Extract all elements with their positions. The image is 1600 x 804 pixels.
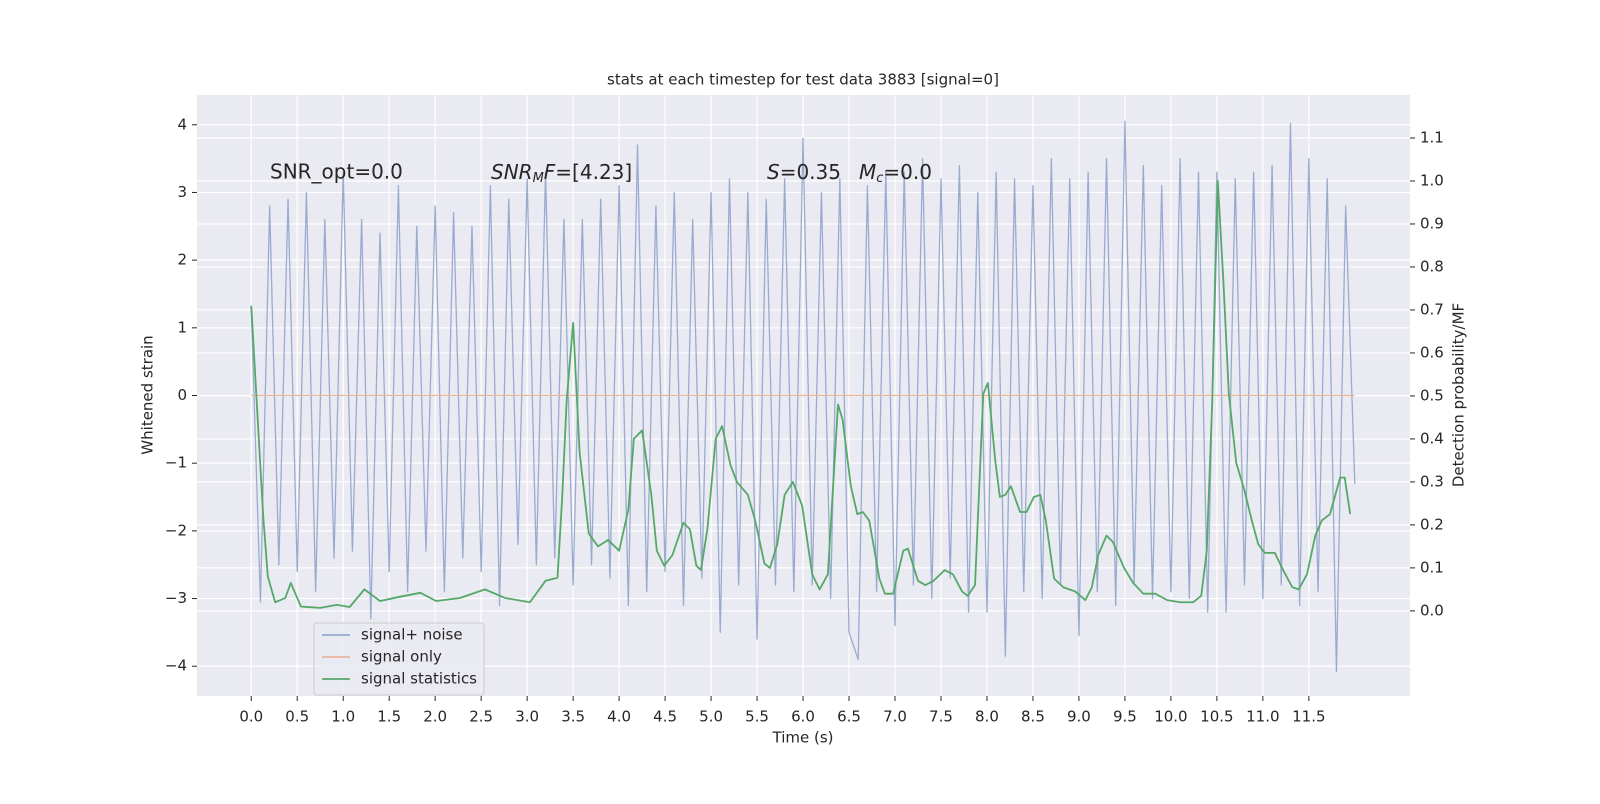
annotation-part: =[4.23] bbox=[555, 160, 632, 184]
x-tick-label: 4.5 bbox=[653, 708, 677, 726]
x-tick-label: 8.0 bbox=[975, 708, 999, 726]
y-axis-label: Whitened strain bbox=[139, 335, 157, 454]
annotation-part: M bbox=[859, 160, 876, 184]
x-tick-label: 5.5 bbox=[745, 708, 769, 726]
x-tick-label: 0.5 bbox=[285, 708, 309, 726]
y-tick-label: 1 bbox=[177, 318, 187, 336]
y2-tick-label: 0.5 bbox=[1420, 386, 1444, 404]
x-tick-label: 6.5 bbox=[837, 708, 861, 726]
x-tick-label: 11.5 bbox=[1292, 708, 1325, 726]
x-tick-label: 1.5 bbox=[377, 708, 401, 726]
annotation-part: =0.0 bbox=[883, 160, 932, 184]
legend-label: signal statistics bbox=[361, 670, 477, 688]
y-tick-label: 3 bbox=[177, 183, 187, 201]
annotation-part: F bbox=[544, 160, 556, 184]
x-tick-label: 9.5 bbox=[1113, 708, 1137, 726]
y-tick-label: 4 bbox=[177, 115, 187, 133]
x-tick-label: 3.5 bbox=[561, 708, 585, 726]
legend: signal+ noise signal only signal statistic… bbox=[313, 622, 485, 696]
x-tick-label: 3.0 bbox=[515, 708, 539, 726]
annotation-part: =0.35 bbox=[780, 160, 841, 184]
y-tick-label: 0 bbox=[177, 386, 187, 404]
y2-tick-label: 0.0 bbox=[1420, 601, 1444, 619]
y2-tick-label: 0.9 bbox=[1420, 214, 1444, 232]
series-line bbox=[250, 120, 1356, 673]
x-tick-label: 10.0 bbox=[1154, 708, 1187, 726]
legend-box bbox=[313, 622, 485, 696]
x-tick-label: 0.0 bbox=[239, 708, 263, 726]
y-tick-label: −3 bbox=[165, 589, 187, 607]
x-tick-label: 11.0 bbox=[1246, 708, 1279, 726]
x-tick-label: 10.5 bbox=[1200, 708, 1233, 726]
y-tick-label: −2 bbox=[165, 521, 187, 539]
chart-title: stats at each timestep for test data 388… bbox=[607, 71, 999, 89]
x-tick-label: 7.0 bbox=[883, 708, 907, 726]
legend-label: signal+ noise bbox=[361, 626, 463, 644]
annotation-part: S bbox=[767, 160, 780, 184]
y2-tick-label: 1.1 bbox=[1420, 128, 1444, 146]
x-tick-label: 5.0 bbox=[699, 708, 723, 726]
x-tick-label: 9.0 bbox=[1067, 708, 1091, 726]
y2-tick-label: 0.8 bbox=[1420, 257, 1444, 275]
x-tick-label: 6.0 bbox=[791, 708, 815, 726]
annotation-part: M bbox=[533, 171, 544, 186]
x-tick-label: 4.0 bbox=[607, 708, 631, 726]
y2-axis-label: Detection probability/MF bbox=[1450, 303, 1468, 487]
y2-tick-label: 0.1 bbox=[1420, 558, 1444, 576]
x-tick-label: 7.5 bbox=[929, 708, 953, 726]
y2-tick-label: 0.4 bbox=[1420, 429, 1444, 447]
y2-tick-label: 1.0 bbox=[1420, 171, 1444, 189]
marks bbox=[250, 120, 1356, 673]
y2-tick-label: 0.2 bbox=[1420, 515, 1444, 533]
y-tick-label: −1 bbox=[165, 454, 187, 472]
y-tick-label: −4 bbox=[165, 657, 187, 675]
y2-tick-label: 0.7 bbox=[1420, 300, 1444, 318]
x-tick-label: 2.0 bbox=[423, 708, 447, 726]
annotation: S=0.35 bbox=[767, 160, 841, 184]
series-line bbox=[250, 180, 1352, 609]
x-tick-label: 1.0 bbox=[331, 708, 355, 726]
annotation-part: c bbox=[876, 171, 883, 186]
x-tick-label: 8.5 bbox=[1021, 708, 1045, 726]
y2-tick-label: 0.6 bbox=[1420, 343, 1444, 361]
x-tick-label: 2.5 bbox=[469, 708, 493, 726]
annotation: SNR_opt=0.0 bbox=[270, 160, 403, 184]
y-tick-label: 2 bbox=[177, 251, 187, 269]
y2-tick-label: 0.3 bbox=[1420, 472, 1444, 490]
annotation: Mc=0.0 bbox=[859, 160, 932, 186]
x-axis-label: Time (s) bbox=[772, 729, 834, 747]
annotation-part: SNR bbox=[491, 160, 533, 184]
legend-label: signal only bbox=[361, 648, 442, 666]
annotation: SNRMF=[4.23] bbox=[491, 160, 632, 186]
